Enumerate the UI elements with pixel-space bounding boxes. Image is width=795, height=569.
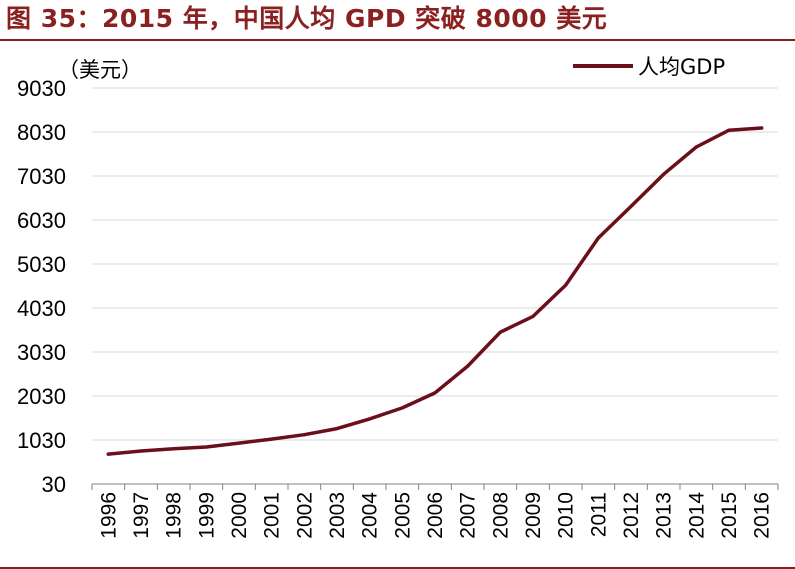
x-tick-label: 1997 [130,492,153,539]
x-tick-label: 2002 [293,492,316,539]
grid-lines [92,87,778,441]
x-tick-label: 1996 [97,492,120,539]
data-point [335,427,339,431]
axes [91,483,779,490]
x-tick-label: 2000 [228,492,251,539]
y-tick-label: 3030 [17,340,66,365]
data-point [662,172,666,176]
data-point [466,364,470,368]
title-divider [0,39,795,41]
series-layer [106,126,764,456]
data-point [106,452,110,456]
data-point [302,433,306,437]
x-tick-label: 2007 [457,492,480,539]
x-tick-label: 1998 [163,492,186,539]
x-tick-label: 2011 [587,492,610,537]
y-tick-label: 6030 [17,208,66,233]
x-tick-label: 2014 [685,492,708,539]
y-unit-label: （美元） [58,58,142,82]
data-point [498,330,502,334]
data-point [564,283,568,287]
x-tick-label: 2016 [751,492,774,539]
data-point [400,406,404,410]
x-tick-label: 2013 [653,492,676,539]
y-tick-label: 4030 [17,296,66,321]
y-tick-labels: 30 1030 2030 3030 4030 5030 6030 7030 8030 9030 [17,76,66,497]
data-point [433,391,437,395]
series-line [106,126,764,456]
y-tick-label: 7030 [17,164,66,189]
data-point [596,236,600,240]
y-tick-label: 30 [42,472,66,497]
x-tick-label: 1999 [195,492,218,539]
y-tick-label: 1030 [17,428,66,453]
y-tick-label: 5030 [17,252,66,277]
data-point [237,441,241,445]
data-point [694,145,698,149]
data-point [172,447,176,451]
chart-title: 图 35：2015 年，中国人均 GPD 突破 8000 美元 [6,4,608,33]
x-tick-label: 2005 [391,492,414,539]
bottom-divider [0,567,795,569]
data-point [629,204,633,208]
x-tick-label: 2009 [522,492,545,539]
legend: 人均GDP [573,55,725,79]
x-tick-label: 2004 [359,492,382,539]
x-tick-label: 2001 [261,492,284,539]
x-tick-labels: 1996 1997 1998 1999 2000 2001 2002 2003 2004 2005… [97,492,773,539]
legend-label: 人均GDP [638,55,725,79]
x-tick-label: 2003 [326,492,349,539]
data-point [531,314,535,318]
data-point [368,417,372,421]
x-tick-label: 2006 [424,492,447,539]
data-point [727,128,731,132]
x-tick-label: 2008 [489,492,512,539]
y-tick-label: 2030 [17,384,66,409]
data-point [270,437,274,441]
data-point [204,445,208,449]
y-tick-label: 8030 [17,120,66,145]
data-point [760,126,764,130]
x-tick-label: 2010 [555,492,578,539]
x-tick-label: 2012 [620,492,643,539]
data-point [139,449,143,453]
x-tick-label: 2015 [718,492,741,539]
y-tick-label: 9030 [17,76,66,101]
